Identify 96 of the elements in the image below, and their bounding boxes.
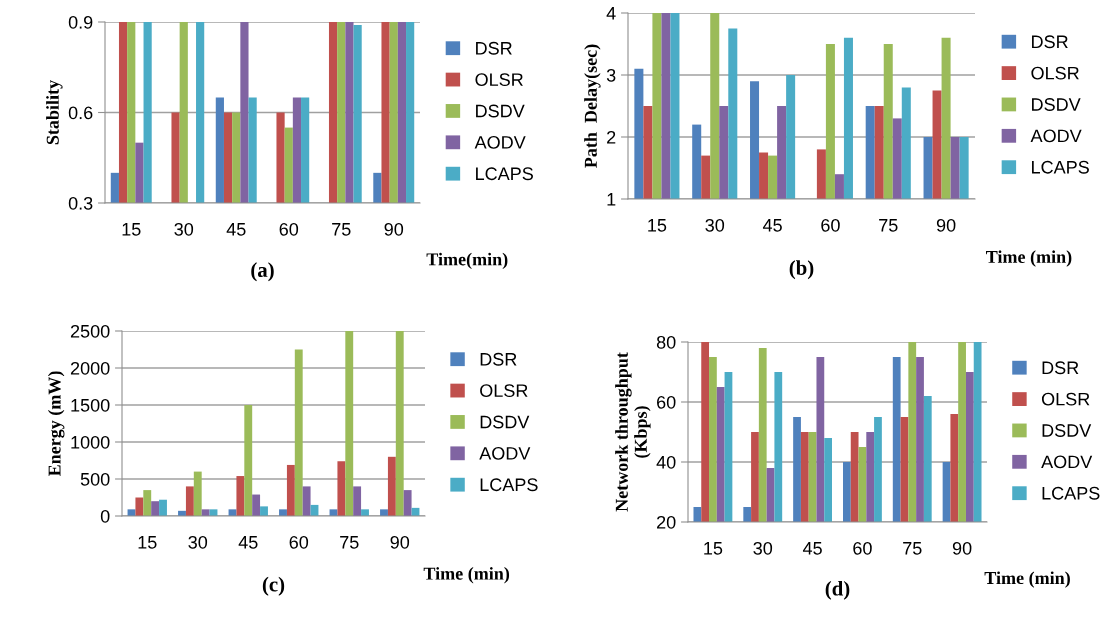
- x-tick-label: 75: [903, 542, 922, 555]
- legend-label: DSR: [476, 41, 512, 55]
- y-tick-label: 0.3: [68, 196, 93, 210]
- y-axis-title: Network throughput (Kbps): [615, 352, 651, 512]
- y-tick-label: 3: [606, 68, 616, 82]
- x-tick-label: 30: [188, 535, 208, 549]
- y-tick-label: 0.9: [68, 15, 93, 29]
- legend-label: OLSR: [475, 73, 523, 87]
- y-tick-label: 1000: [71, 435, 110, 449]
- legend-label: AODV: [1041, 455, 1093, 469]
- y-tick-label: 0: [100, 509, 110, 523]
- x-tick-label: 60: [853, 541, 872, 555]
- text: (b): [789, 260, 814, 280]
- y-axis-title: Stability: [46, 80, 63, 145]
- x-tick-label: 60: [279, 222, 299, 236]
- bar: [260, 506, 268, 516]
- bar: [151, 501, 160, 516]
- bar: [236, 476, 245, 516]
- x-tick-label: 75: [879, 219, 898, 232]
- y-tick-label: 2500: [70, 324, 110, 338]
- x-tick-label: 45: [762, 219, 782, 232]
- legend-label: DSDV: [1042, 424, 1092, 437]
- x-tick-label: 30: [705, 218, 725, 232]
- bar: [345, 331, 354, 516]
- legend-label: DSR: [1042, 361, 1079, 375]
- x-tick-label: 15: [704, 542, 723, 555]
- x-tick-label: 90: [384, 222, 404, 236]
- x-tick-label: 15: [122, 223, 141, 236]
- y-axis-title: Energy (mW): [47, 371, 65, 477]
- y-tick-label: 4: [606, 7, 616, 20]
- y-tick-label: 60: [657, 395, 676, 409]
- bar: [353, 486, 362, 516]
- x-tick-label: 90: [390, 535, 410, 549]
- legend-label: AODV: [1030, 129, 1082, 143]
- x-axis-title: Time(min): [426, 252, 508, 270]
- x-tick-label: 30: [753, 541, 773, 555]
- y-tick-label: 80: [656, 335, 676, 349]
- bar: [193, 471, 202, 516]
- bar: [294, 349, 303, 516]
- bar: [185, 486, 194, 516]
- bar: [395, 331, 404, 516]
- legend-label: OLSR: [480, 384, 528, 398]
- legend-label: LCAPS: [1032, 160, 1089, 174]
- bar: [201, 509, 210, 516]
- y-tick-label: 500: [80, 472, 110, 486]
- bar: [380, 509, 388, 516]
- y-tick-label: 1500: [71, 398, 110, 412]
- x-tick-label: 90: [936, 218, 956, 232]
- x-axis-title: Time (min): [984, 571, 1070, 588]
- y-tick-label: 0.6: [68, 106, 93, 120]
- legend-label: LCAPS: [480, 478, 538, 492]
- y-tick-label: 2000: [70, 361, 110, 375]
- legend-label: DSDV: [1032, 98, 1081, 111]
- legend-label: DSDV: [476, 104, 525, 118]
- y-tick-label: 1: [607, 193, 616, 206]
- bar: [302, 486, 311, 516]
- bar: [337, 461, 346, 516]
- bar: [286, 464, 295, 516]
- bar: [252, 494, 261, 516]
- legend-label: DSR: [480, 352, 517, 366]
- x-axis-title: Time (min): [986, 250, 1072, 267]
- x-tick-label: 15: [138, 536, 157, 549]
- bar: [244, 405, 253, 516]
- bar: [135, 497, 144, 516]
- bar: [361, 509, 369, 516]
- legend-label: OLSR: [1041, 392, 1090, 406]
- text: (a): [251, 262, 274, 282]
- legend-label: LCAPS: [476, 167, 533, 181]
- y-tick-label: 40: [656, 455, 676, 469]
- x-tick-label: 60: [289, 535, 309, 549]
- bar: [143, 490, 152, 516]
- bar: [159, 499, 167, 516]
- legend-label: DSR: [1032, 35, 1068, 49]
- legend-label: LCAPS: [1042, 486, 1100, 500]
- bar: [403, 490, 412, 516]
- x-tick-label: 45: [802, 542, 822, 555]
- x-tick-label: 30: [174, 222, 194, 236]
- x-tick-label: 75: [332, 223, 351, 236]
- legend-label: OLSR: [1031, 66, 1079, 80]
- legend-label: AODV: [474, 135, 526, 149]
- x-tick-label: 90: [952, 541, 972, 555]
- y-tick-label: 20: [657, 515, 676, 529]
- y-axis-title: Path Delay(sec): [584, 44, 601, 168]
- text: (c): [262, 576, 285, 596]
- x-tick-label: 45: [238, 536, 258, 549]
- x-tick-label: 45: [226, 223, 246, 236]
- bar: [387, 456, 396, 516]
- legend-label: DSDV: [480, 415, 530, 429]
- x-tick-label: 15: [648, 219, 667, 232]
- x-tick-label: 75: [340, 536, 359, 549]
- x-tick-label: 60: [821, 218, 840, 232]
- legend-label: AODV: [479, 446, 531, 460]
- x-axis-title: Time (min): [423, 567, 510, 584]
- y-tick-label: 2: [607, 130, 616, 144]
- text: (d): [825, 580, 850, 600]
- bar: [279, 509, 287, 516]
